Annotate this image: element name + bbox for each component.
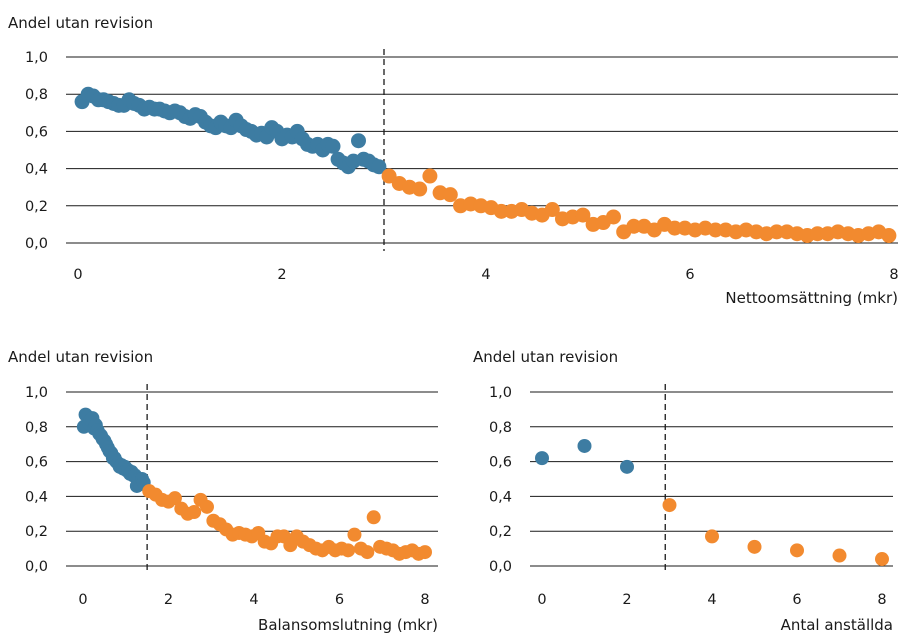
- x-tick-label: 6: [685, 267, 694, 283]
- y-tick-label: 0,0: [25, 236, 48, 252]
- x-tick-labels: 0 2 4 6 8: [78, 592, 429, 608]
- y-tick-labels: 0,0 0,2 0,4 0,6 0,8 1,0: [25, 50, 48, 252]
- x-tick-label: 0: [78, 592, 87, 608]
- data-point-above: [167, 491, 182, 506]
- data-point-above: [575, 207, 591, 223]
- data-points: [76, 407, 432, 561]
- data-point-above: [875, 552, 889, 567]
- y-tick-label: 0,6: [25, 455, 48, 471]
- data-point-above: [360, 545, 375, 560]
- y-axis-title: Andel utan revision: [8, 14, 153, 32]
- data-point-above: [705, 529, 719, 544]
- x-tick-label: 2: [622, 592, 631, 608]
- x-tick-label: 4: [249, 592, 258, 608]
- y-tick-label: 0,8: [25, 420, 48, 436]
- data-point-below: [577, 438, 592, 453]
- data-point-above: [790, 543, 804, 558]
- data-point-above: [341, 543, 356, 558]
- data-point-below: [325, 138, 341, 154]
- data-point-above: [366, 510, 381, 525]
- data-point-above: [606, 209, 621, 225]
- y-tick-label: 0,0: [25, 559, 48, 575]
- x-axis-title: Balansomslutning (mkr): [258, 616, 438, 634]
- chart-panel-balansomslutning: Andel utan revision Balansomslutning (mk…: [8, 348, 438, 634]
- chart-panel-nettoomsattning: Andel utan revision Nettoomsättning (mkr…: [8, 14, 899, 307]
- x-tick-label: 8: [889, 267, 898, 283]
- x-tick-labels: 0 2 4 6 8: [537, 592, 886, 608]
- gridlines: [530, 391, 893, 567]
- data-point-below: [371, 159, 387, 175]
- y-tick-label: 0,6: [25, 124, 48, 140]
- y-tick-label: 0,0: [489, 559, 512, 575]
- data-point-below: [351, 133, 366, 149]
- x-tick-label: 2: [164, 592, 173, 608]
- data-point-above: [662, 498, 677, 513]
- x-tick-label: 2: [277, 267, 286, 283]
- data-point-above: [881, 228, 897, 244]
- y-tick-label: 0,2: [25, 199, 48, 215]
- data-point-above: [187, 505, 202, 520]
- data-point-below: [620, 459, 634, 474]
- x-tick-label: 8: [877, 592, 886, 608]
- y-tick-label: 0,2: [25, 524, 48, 540]
- x-tick-label: 0: [73, 267, 82, 283]
- data-point-above: [199, 499, 214, 514]
- data-point-above: [412, 181, 428, 197]
- x-axis-title: Nettoomsättning (mkr): [725, 289, 898, 307]
- data-point-above: [418, 545, 432, 560]
- y-tick-label: 0,4: [489, 489, 512, 505]
- data-point-above: [747, 539, 762, 554]
- data-point-above: [422, 168, 438, 184]
- y-tick-label: 0,4: [25, 162, 48, 178]
- x-tick-label: 8: [420, 592, 429, 608]
- y-tick-label: 0,8: [25, 87, 48, 103]
- x-tick-label: 0: [537, 592, 546, 608]
- y-tick-label: 1,0: [25, 385, 48, 401]
- y-tick-labels: 0,0 0,2 0,4 0,6 0,8 1,0: [25, 385, 48, 575]
- y-axis-title: Andel utan revision: [8, 348, 153, 366]
- y-tick-label: 0,2: [489, 524, 512, 540]
- y-tick-label: 0,6: [489, 455, 512, 471]
- data-point-above: [832, 548, 847, 563]
- gridlines: [66, 56, 898, 244]
- data-points: [74, 86, 897, 244]
- y-tick-labels: 0,0 0,2 0,4 0,6 0,8 1,0: [489, 385, 512, 575]
- y-tick-label: 1,0: [489, 385, 512, 401]
- x-tick-label: 4: [707, 592, 716, 608]
- y-axis-title: Andel utan revision: [473, 348, 618, 366]
- x-tick-label: 4: [481, 267, 490, 283]
- chart-panel-antal-anstallda: Andel utan revision Antal anställda 0,00…: [473, 348, 893, 634]
- y-tick-label: 0,4: [25, 489, 48, 505]
- data-points: [535, 438, 889, 567]
- data-point-above: [347, 527, 362, 542]
- y-tick-label: 1,0: [25, 50, 48, 66]
- x-axis-title: Antal anställda: [781, 616, 893, 634]
- x-tick-label: 6: [792, 592, 801, 608]
- x-tick-labels: 0 2 4 6 8: [73, 267, 898, 283]
- x-tick-label: 6: [335, 592, 344, 608]
- data-point-above: [544, 202, 560, 218]
- data-point-below: [535, 451, 549, 466]
- data-point-above: [442, 187, 458, 203]
- y-tick-label: 0,8: [489, 420, 512, 436]
